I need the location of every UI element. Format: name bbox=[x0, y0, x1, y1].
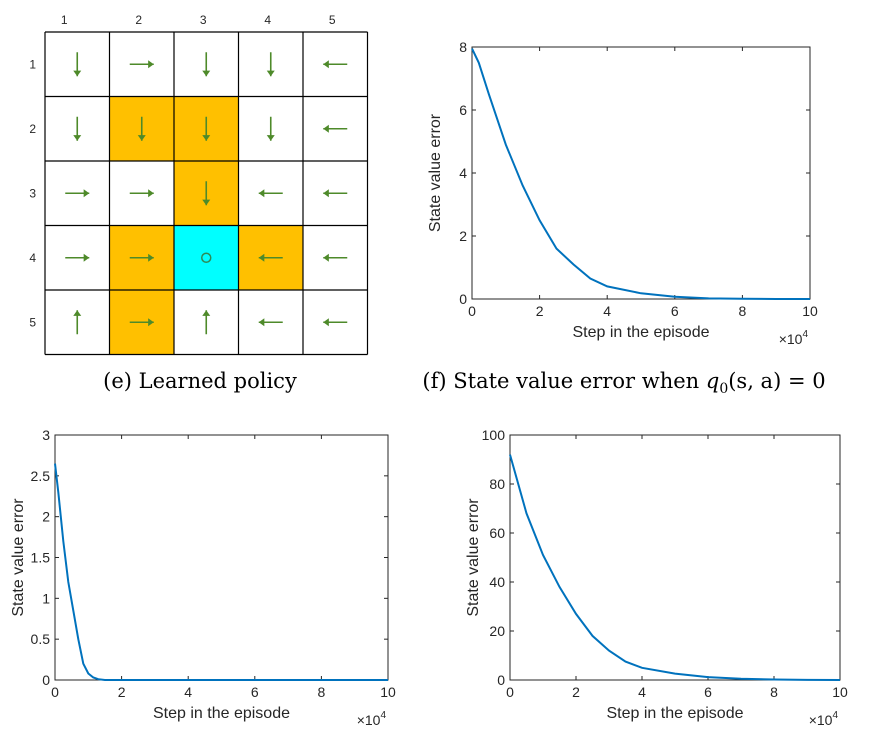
y-tick-label: 100 bbox=[482, 427, 506, 443]
arrow-head bbox=[148, 318, 154, 327]
stay-marker bbox=[201, 252, 212, 263]
chart-g: 0 2 4 6 8 10 0 0.5 1 1.5 2 2.5 3 Step in the episode S… bbox=[10, 427, 396, 728]
grid-row-label: 5 bbox=[29, 315, 36, 329]
x-tick-label: 8 bbox=[739, 303, 747, 319]
arrow-head bbox=[148, 253, 154, 262]
arrow-head bbox=[73, 135, 82, 141]
x-tick-label: 8 bbox=[770, 684, 778, 700]
y-tick-label: 0 bbox=[497, 672, 505, 688]
y-tick-label: 0 bbox=[42, 672, 50, 688]
grid-row-label: 3 bbox=[29, 186, 36, 200]
y-tick-label: 0.5 bbox=[31, 631, 51, 647]
caption-f-sub: 0 bbox=[719, 381, 728, 397]
y-tick-label: 80 bbox=[489, 476, 505, 492]
caption-f-args: (s, a) = 0 bbox=[728, 369, 825, 393]
x-exponent-label: ×104 bbox=[809, 710, 839, 728]
y-tick-label: 3 bbox=[42, 427, 50, 443]
y-tick-label: 2 bbox=[459, 228, 467, 244]
arrow-head bbox=[323, 60, 329, 69]
y-tick-label: 8 bbox=[459, 39, 467, 55]
grid-col-label: 3 bbox=[200, 13, 207, 27]
grid-col-label: 2 bbox=[135, 13, 142, 27]
y-tick-label: 2 bbox=[42, 509, 50, 525]
x-tick-label: 10 bbox=[380, 684, 396, 700]
arrow-head bbox=[323, 189, 329, 198]
y-axis-label: State value error bbox=[427, 113, 444, 232]
grid-col-label: 4 bbox=[264, 13, 271, 27]
arrow-head bbox=[202, 135, 211, 141]
y-tick-label: 6 bbox=[459, 102, 467, 118]
grid-row-label: 4 bbox=[29, 251, 36, 265]
grid-col-label: 5 bbox=[329, 13, 336, 27]
chart-f: 0 2 4 6 8 10 0 2 4 6 8 Step in the episode State val… bbox=[427, 39, 818, 347]
caption-f: (f) State value error when q0(s, a) = 0 bbox=[422, 369, 825, 397]
grid-world-panel: 1 2 3 4 5 1 2 3 4 5 bbox=[29, 13, 369, 356]
plot-frame bbox=[54, 434, 389, 681]
grid-cell bbox=[174, 225, 239, 290]
arrow-head bbox=[83, 253, 90, 262]
arrow-head bbox=[148, 189, 154, 198]
x-axis-label: Step in the episode bbox=[573, 324, 710, 341]
state-value-error-line bbox=[509, 454, 841, 681]
y-axis-label: State value error bbox=[465, 498, 482, 617]
arrow-head bbox=[137, 135, 146, 141]
caption-f-prefix: (f) State value error when bbox=[422, 369, 705, 393]
plot-frame bbox=[471, 46, 811, 300]
caption-e: (e) Learned policy bbox=[103, 369, 297, 393]
arrow-head bbox=[83, 189, 90, 198]
x-tick-label: 6 bbox=[671, 303, 679, 319]
arrow-head bbox=[73, 70, 82, 77]
caption-f-q: q bbox=[706, 369, 719, 393]
arrow-head bbox=[202, 70, 211, 77]
arrow-head bbox=[148, 60, 154, 69]
grid-row-label: 2 bbox=[29, 122, 36, 136]
x-tick-label: 4 bbox=[184, 684, 192, 700]
grid-row-label: 1 bbox=[29, 57, 36, 71]
x-tick-label: 8 bbox=[318, 684, 326, 700]
x-tick-label: 0 bbox=[506, 684, 514, 700]
arrow-head bbox=[258, 318, 265, 327]
state-value-error-line bbox=[54, 463, 388, 681]
x-tick-label: 0 bbox=[468, 303, 476, 319]
arrow-head bbox=[323, 318, 329, 327]
x-tick-label: 6 bbox=[251, 684, 259, 700]
x-axis-label: Step in the episode bbox=[153, 705, 290, 722]
x-exponent-label: ×104 bbox=[357, 710, 387, 728]
plot-frame bbox=[509, 434, 841, 681]
y-tick-label: 1 bbox=[42, 590, 50, 606]
x-tick-label: 6 bbox=[704, 684, 712, 700]
arrow-head bbox=[266, 135, 275, 141]
arrow-head bbox=[202, 310, 211, 316]
y-tick-label: 60 bbox=[489, 525, 505, 541]
y-tick-label: 4 bbox=[459, 165, 467, 181]
x-tick-label: 10 bbox=[832, 684, 848, 700]
arrow-head bbox=[266, 70, 275, 77]
x-tick-label: 2 bbox=[118, 684, 126, 700]
x-axis-label: Step in the episode bbox=[607, 705, 744, 722]
state-value-error-line bbox=[471, 48, 810, 300]
x-tick-label: 0 bbox=[51, 684, 59, 700]
x-tick-label: 10 bbox=[802, 303, 818, 319]
arrow-head bbox=[202, 199, 211, 206]
arrow-head bbox=[258, 189, 265, 198]
arrow-head bbox=[323, 253, 329, 262]
y-axis-label: State value error bbox=[10, 498, 27, 617]
x-tick-label: 4 bbox=[603, 303, 611, 319]
y-tick-label: 0 bbox=[459, 291, 467, 307]
y-tick-label: 40 bbox=[489, 574, 505, 590]
y-tick-label: 2.5 bbox=[31, 468, 51, 484]
arrow-head bbox=[73, 310, 82, 316]
arrow-head bbox=[258, 253, 265, 262]
x-tick-label: 2 bbox=[572, 684, 580, 700]
y-tick-label: 1.5 bbox=[31, 550, 51, 566]
y-tick-label: 20 bbox=[489, 623, 505, 639]
grid-col-label: 1 bbox=[61, 13, 68, 27]
arrow-head bbox=[323, 124, 329, 133]
x-exponent-label: ×104 bbox=[779, 329, 809, 347]
x-tick-label: 4 bbox=[638, 684, 646, 700]
x-tick-label: 2 bbox=[536, 303, 544, 319]
